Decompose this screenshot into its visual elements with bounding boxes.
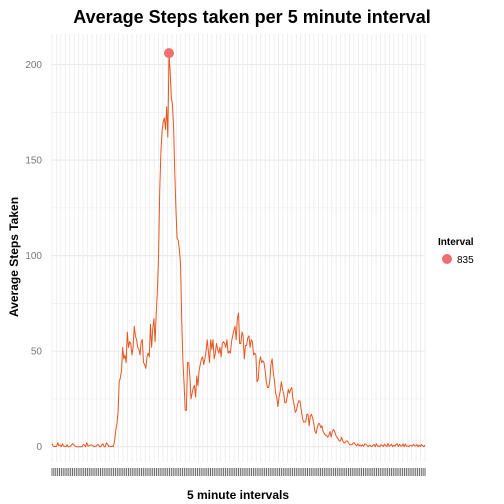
peak-point bbox=[163, 48, 174, 59]
x-axis-title: 5 minute intervals bbox=[187, 488, 289, 502]
legend-key-dot bbox=[442, 254, 452, 264]
legend-title: Interval bbox=[438, 237, 474, 248]
chart-title: Average Steps taken per 5 minute interva… bbox=[73, 7, 430, 27]
y-tick-label: 50 bbox=[31, 347, 43, 358]
series-line bbox=[51, 52, 426, 448]
y-tick-label: 0 bbox=[36, 442, 42, 453]
legend: Interval 835 bbox=[438, 237, 474, 266]
legend-label: 835 bbox=[457, 255, 474, 266]
y-tick-label: 100 bbox=[25, 251, 42, 262]
x-ticks bbox=[51, 468, 426, 476]
series-layer bbox=[51, 48, 426, 448]
y-tick-labels: 0 50 100 150 200 bbox=[25, 60, 42, 453]
y-tick-label: 200 bbox=[25, 60, 42, 71]
grid bbox=[51, 34, 426, 462]
y-tick-label: 150 bbox=[25, 156, 42, 167]
y-axis-title: Average Steps Taken bbox=[7, 197, 21, 317]
